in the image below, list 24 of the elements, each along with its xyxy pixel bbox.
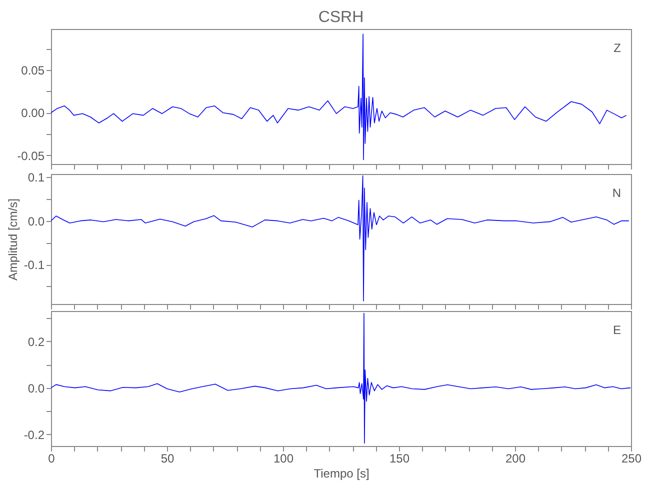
x-tick-label: 250 [621,452,642,466]
line-series [51,175,630,302]
y-tick-label: -0.2 [24,428,45,442]
y-tick-label: 0.1 [28,170,45,185]
line-series [51,34,627,160]
y-tick-label: 0.2 [28,334,45,349]
x-axis-title: Tiempo [s] [314,466,370,480]
y-tick-label: 0.0 [28,381,45,396]
x-tick-label: 50 [160,452,174,466]
x-tick-label: 0 [48,452,56,466]
annotation: Z [614,41,621,55]
y-axis-title: Amplitud [cm/s] [6,198,20,281]
x-tick-label: 200 [505,452,526,466]
annotation: E [612,323,621,337]
y-tick-label: 0.0 [28,214,45,228]
line-series [51,312,631,444]
chart-title: CSRH [318,9,364,26]
annotation: N [612,186,621,200]
y-tick-label: 0.05 [21,64,45,78]
x-tick-label: 100 [273,452,294,466]
y-tick-label: -0.1 [24,258,45,272]
x-tick-label: 150 [389,452,410,466]
y-tick-label: -0.05 [17,148,45,163]
y-tick-label: 0.00 [21,106,45,120]
